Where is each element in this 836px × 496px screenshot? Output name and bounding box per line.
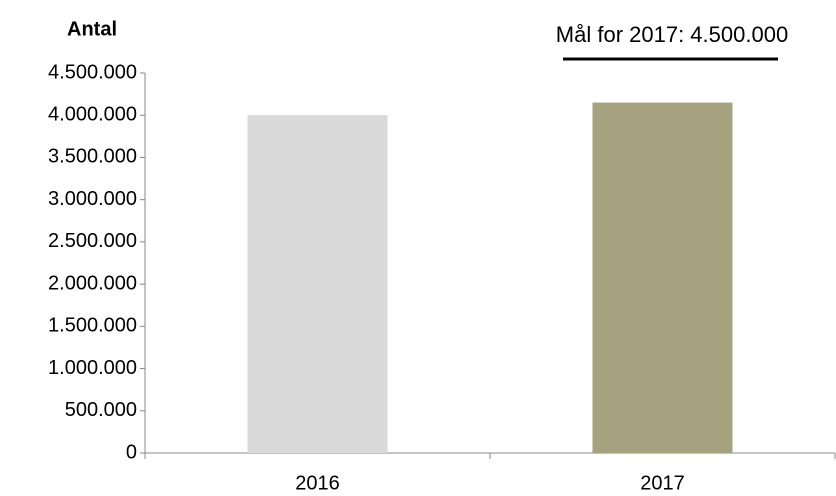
y-tick-label: 2.000.000 [48, 272, 137, 294]
y-tick-label: 3.500.000 [48, 146, 137, 168]
annotation: Mål for 2017: 4.500.000 [556, 22, 788, 47]
y-tick-label: 3.000.000 [48, 188, 137, 210]
y-tick-label: 1.000.000 [48, 357, 137, 379]
y-tick-label: 2.500.000 [48, 230, 137, 252]
x-tick-label: 2016 [295, 472, 340, 494]
y-tick-label: 4.500.000 [48, 61, 137, 83]
y-tick-label: 4.000.000 [48, 104, 137, 126]
x-tick-label: 2017 [640, 472, 685, 494]
y-tick-label: 1.500.000 [48, 315, 137, 337]
bar [247, 115, 388, 453]
y-tick-label: 0 [126, 441, 137, 463]
y-axis-label: Antal [67, 18, 117, 40]
y-tick-label: 500.000 [65, 399, 137, 421]
bar [592, 102, 733, 454]
